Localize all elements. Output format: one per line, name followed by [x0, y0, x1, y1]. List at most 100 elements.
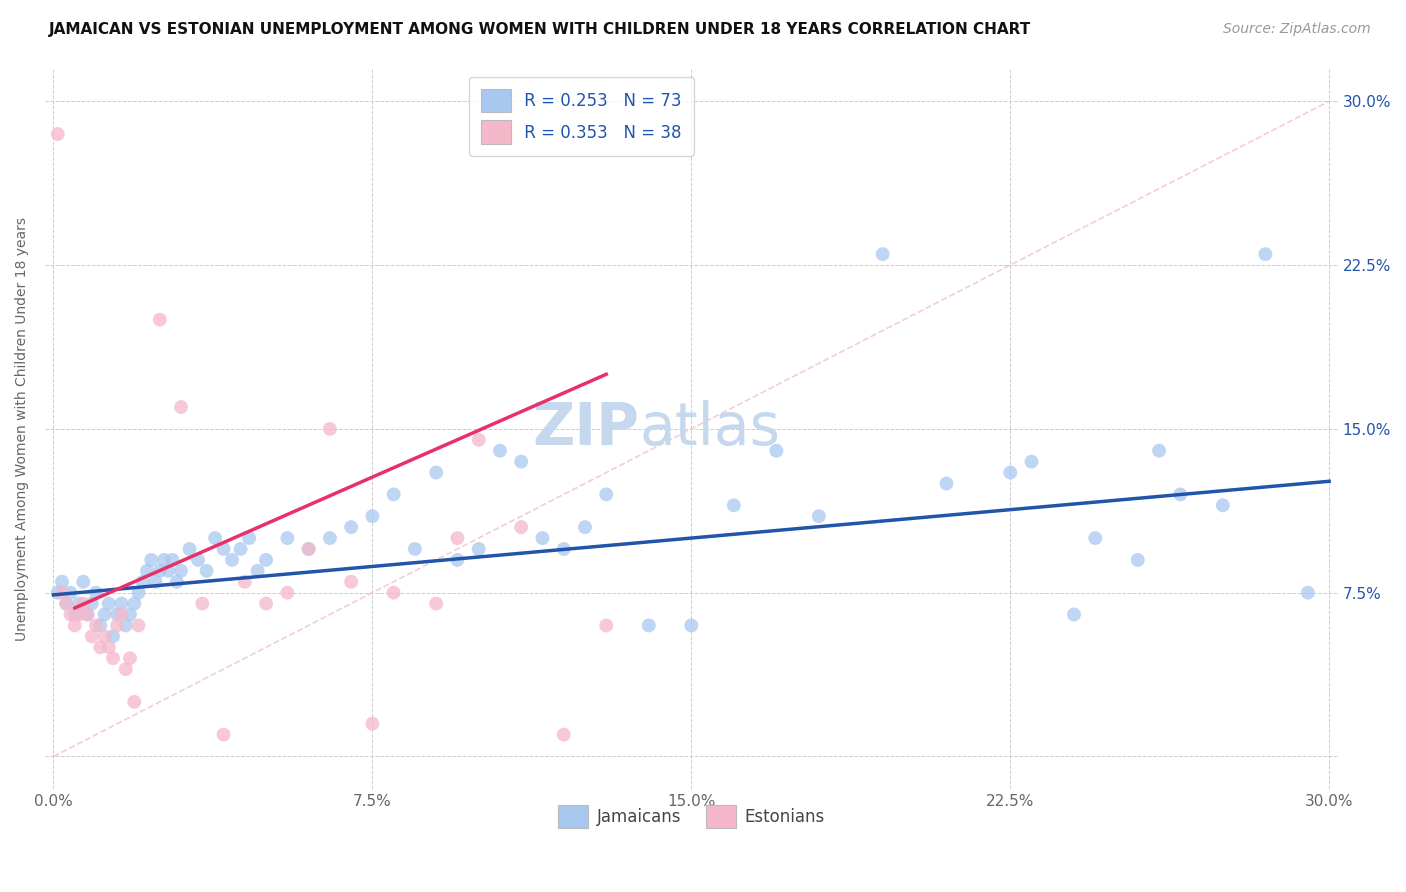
Point: [80, 629, 103, 643]
Point: [765, 443, 787, 458]
Point: [723, 498, 745, 512]
Point: [467, 541, 489, 556]
Point: [1296, 585, 1319, 599]
Point: [681, 618, 703, 632]
Point: [122, 695, 145, 709]
Point: [319, 422, 342, 436]
Point: [105, 607, 128, 622]
Point: [1000, 466, 1022, 480]
Point: [340, 520, 363, 534]
Point: [118, 651, 141, 665]
Y-axis label: Unemployment Among Women with Children Under 18 years: Unemployment Among Women with Children U…: [15, 217, 30, 640]
Point: [510, 520, 533, 534]
Point: [101, 629, 124, 643]
Point: [595, 618, 617, 632]
Point: [340, 574, 363, 589]
Point: [212, 541, 235, 556]
Point: [76, 607, 98, 622]
Point: [425, 466, 447, 480]
Point: [136, 564, 159, 578]
Point: [595, 487, 617, 501]
Point: [1147, 443, 1170, 458]
Point: [179, 541, 201, 556]
Point: [1126, 553, 1149, 567]
Point: [319, 531, 342, 545]
Point: [51, 574, 73, 589]
Point: [1212, 498, 1234, 512]
Point: [76, 607, 98, 622]
Text: ZIP: ZIP: [533, 401, 640, 458]
Point: [221, 553, 243, 567]
Point: [63, 607, 86, 622]
Point: [93, 607, 115, 622]
Point: [67, 597, 90, 611]
Point: [157, 564, 180, 578]
Point: [574, 520, 596, 534]
Point: [51, 585, 73, 599]
Point: [246, 564, 269, 578]
Point: [170, 564, 193, 578]
Point: [446, 553, 468, 567]
Point: [105, 618, 128, 632]
Point: [59, 585, 82, 599]
Point: [187, 553, 209, 567]
Point: [118, 607, 141, 622]
Point: [276, 531, 298, 545]
Point: [153, 553, 176, 567]
Point: [170, 400, 193, 414]
Point: [149, 564, 172, 578]
Point: [67, 607, 90, 622]
Point: [141, 553, 163, 567]
Point: [467, 433, 489, 447]
Point: [233, 574, 256, 589]
Point: [72, 574, 94, 589]
Point: [382, 487, 405, 501]
Point: [254, 553, 277, 567]
Point: [204, 531, 226, 545]
Point: [80, 597, 103, 611]
Point: [89, 640, 111, 655]
Point: [637, 618, 659, 632]
Point: [145, 574, 167, 589]
Point: [553, 541, 575, 556]
Point: [63, 618, 86, 632]
Point: [101, 651, 124, 665]
Point: [1021, 455, 1043, 469]
Point: [128, 585, 150, 599]
Point: [425, 597, 447, 611]
Point: [1084, 531, 1107, 545]
Point: [110, 597, 132, 611]
Point: [935, 476, 957, 491]
Point: [238, 531, 260, 545]
Point: [97, 640, 120, 655]
Point: [1254, 247, 1277, 261]
Point: [97, 597, 120, 611]
Point: [1168, 487, 1191, 501]
Point: [489, 443, 512, 458]
Point: [212, 728, 235, 742]
Point: [59, 607, 82, 622]
Point: [122, 597, 145, 611]
Point: [872, 247, 894, 261]
Point: [114, 618, 136, 632]
Point: [84, 618, 107, 632]
Point: [1063, 607, 1085, 622]
Point: [229, 541, 252, 556]
Point: [93, 629, 115, 643]
Point: [297, 541, 319, 556]
Point: [84, 585, 107, 599]
Point: [89, 618, 111, 632]
Point: [55, 597, 77, 611]
Point: [276, 585, 298, 599]
Point: [297, 541, 319, 556]
Point: [807, 509, 830, 524]
Point: [404, 541, 426, 556]
Point: [132, 574, 155, 589]
Text: Source: ZipAtlas.com: Source: ZipAtlas.com: [1223, 22, 1371, 37]
Point: [149, 312, 172, 326]
Point: [446, 531, 468, 545]
Point: [166, 574, 188, 589]
Point: [531, 531, 554, 545]
Point: [128, 618, 150, 632]
Point: [46, 127, 69, 141]
